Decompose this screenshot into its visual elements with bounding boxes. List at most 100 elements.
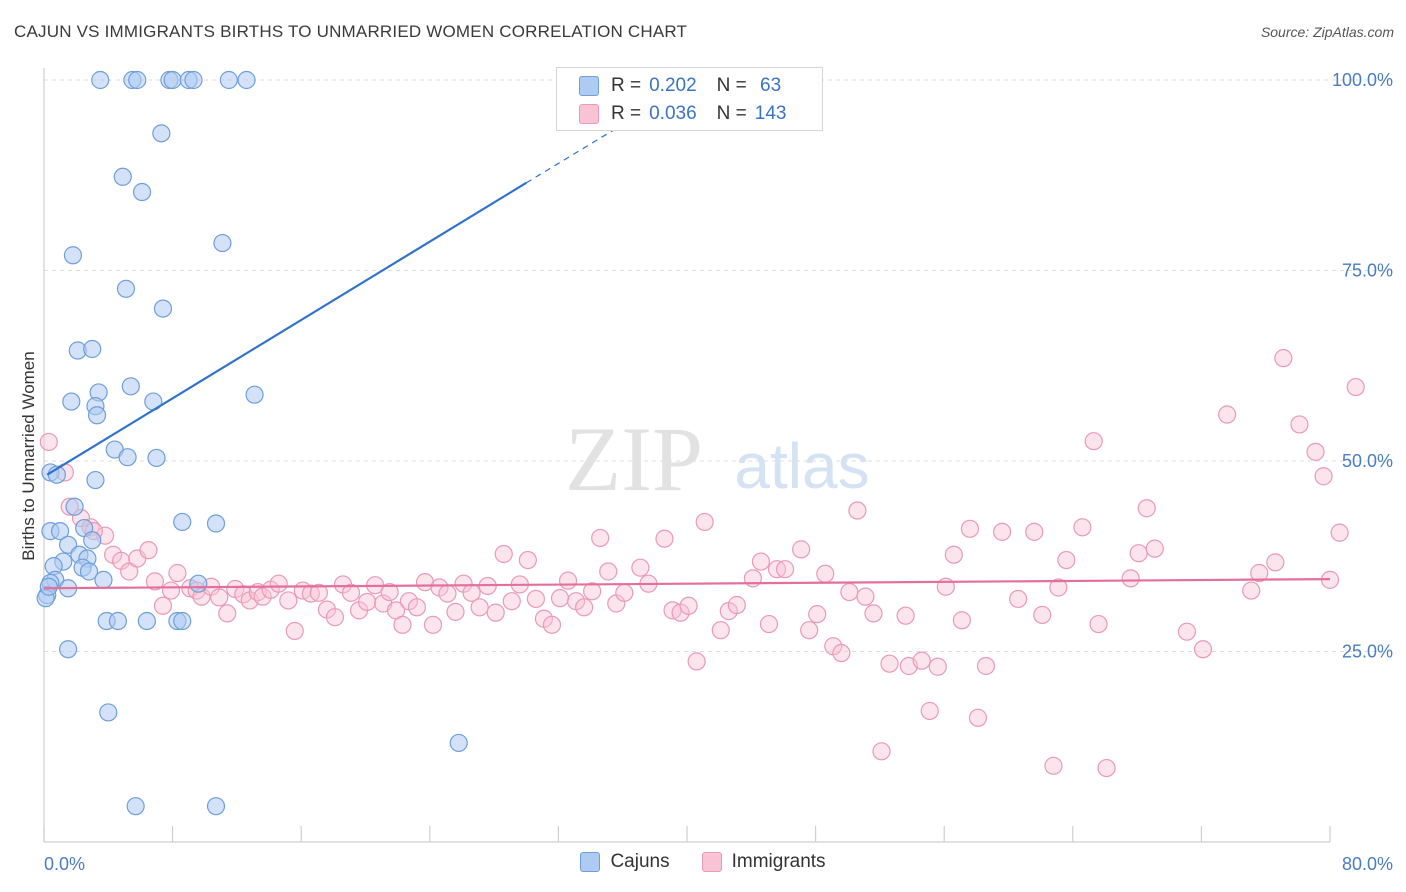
- point-immigrants: [285, 621, 304, 641]
- point-immigrants: [550, 589, 570, 608]
- bottom-legend: Cajuns Immigrants: [0, 851, 1406, 873]
- point-immigrants: [928, 657, 947, 676]
- trend-line-immigrants: [43, 578, 1331, 590]
- point-immigrants: [341, 583, 361, 602]
- point-cajuns: [63, 246, 83, 265]
- point-immigrants: [1137, 499, 1156, 518]
- point-immigrants: [1306, 442, 1325, 461]
- point-immigrants: [1177, 622, 1197, 641]
- point-immigrants: [1193, 640, 1213, 659]
- point-immigrants: [218, 604, 237, 623]
- point-immigrants: [1057, 550, 1076, 570]
- point-cajuns: [173, 512, 192, 532]
- point-cajuns: [137, 611, 156, 631]
- point-cajuns: [94, 570, 113, 589]
- bottom-legend-immigrants-label: Immigrants: [731, 851, 826, 872]
- point-cajuns: [213, 233, 232, 253]
- axes: [43, 68, 1331, 843]
- point-cajuns: [118, 448, 137, 467]
- point-immigrants: [1346, 377, 1365, 397]
- point-immigrants: [856, 587, 875, 606]
- point-immigrants: [393, 615, 412, 634]
- point-immigrants: [992, 522, 1012, 541]
- point-immigrants: [968, 708, 988, 727]
- y-tick-label: 100.0%: [1332, 70, 1393, 90]
- point-immigrants: [952, 611, 971, 630]
- point-cajuns: [132, 182, 152, 202]
- point-immigrants: [1044, 756, 1063, 775]
- x-tick-label: 0.0%: [44, 854, 85, 874]
- chart-title: CAJUN VS IMMIGRANTS BIRTHS TO UNMARRIED …: [14, 22, 688, 41]
- bottom-legend-immigrants: Immigrants: [701, 851, 826, 873]
- point-immigrants: [502, 592, 521, 611]
- point-immigrants: [279, 591, 298, 610]
- point-immigrants: [145, 572, 165, 591]
- point-immigrants: [775, 560, 795, 579]
- point-immigrants: [161, 581, 181, 600]
- watermark-zip: ZIP: [565, 408, 703, 510]
- point-cajuns: [113, 167, 132, 186]
- point-immigrants: [1242, 581, 1261, 600]
- point-immigrants: [679, 596, 698, 615]
- point-cajuns: [237, 70, 256, 90]
- point-cajuns: [206, 797, 226, 816]
- point-immigrants: [210, 588, 229, 607]
- point-cajuns: [173, 611, 192, 631]
- point-immigrants: [470, 598, 489, 617]
- point-immigrants: [751, 552, 771, 571]
- point-immigrants: [1266, 553, 1285, 572]
- point-cajuns: [152, 124, 171, 143]
- point-cajuns: [79, 562, 99, 581]
- point-immigrants: [309, 583, 328, 602]
- point-cajuns: [163, 70, 182, 90]
- y-tick-label: 75.0%: [1342, 261, 1393, 281]
- legend-swatch-pink: [579, 104, 599, 124]
- point-immigrants: [1025, 522, 1044, 541]
- point-immigrants: [960, 519, 980, 538]
- point-immigrants: [615, 583, 634, 602]
- point-immigrants: [486, 603, 505, 622]
- legend-swatch-blue: [579, 76, 599, 96]
- legend-n-label: N =: [716, 103, 747, 124]
- y-tick-label: 25.0%: [1342, 642, 1393, 662]
- point-immigrants: [358, 592, 377, 612]
- y-axis-label: Births to Unmarried Women: [19, 351, 38, 560]
- point-immigrants: [759, 614, 779, 634]
- series-cajuns: [36, 70, 468, 816]
- point-immigrants: [1009, 589, 1028, 609]
- point-immigrants: [655, 529, 674, 548]
- point-immigrants: [912, 651, 931, 670]
- point-immigrants: [711, 621, 730, 640]
- series-immigrants: [39, 349, 1365, 778]
- legend-n-value: 143: [754, 103, 787, 124]
- point-immigrants: [591, 528, 610, 548]
- point-immigrants: [407, 598, 427, 617]
- point-immigrants: [153, 596, 173, 615]
- point-cajuns: [449, 733, 468, 753]
- legend-n-label: N =: [716, 75, 747, 96]
- point-immigrants: [39, 432, 58, 452]
- point-cajuns: [121, 377, 140, 396]
- source-label: Source: ZipAtlas.com: [1260, 24, 1394, 40]
- legend-r-label: R =: [611, 75, 642, 96]
- point-immigrants: [976, 656, 996, 676]
- point-immigrants: [1274, 349, 1293, 368]
- point-immigrants: [1049, 578, 1068, 597]
- point-cajuns: [87, 406, 107, 425]
- point-cajuns: [245, 385, 264, 404]
- point-cajuns: [189, 574, 208, 593]
- point-immigrants: [1250, 563, 1269, 583]
- legend-n-value: 63: [754, 75, 782, 96]
- bottom-legend-cajuns: Cajuns: [580, 851, 670, 873]
- legend-row-immigrants: R = 0.036 N = 143: [579, 102, 786, 126]
- point-immigrants: [599, 562, 618, 581]
- point-immigrants: [695, 512, 714, 532]
- point-immigrants: [423, 615, 443, 634]
- point-immigrants: [727, 595, 746, 615]
- point-immigrants: [139, 541, 158, 560]
- bottom-legend-cajuns-label: Cajuns: [610, 851, 670, 872]
- legend-r-value: 0.202: [649, 75, 697, 96]
- point-cajuns: [184, 70, 203, 90]
- point-immigrants: [872, 742, 891, 761]
